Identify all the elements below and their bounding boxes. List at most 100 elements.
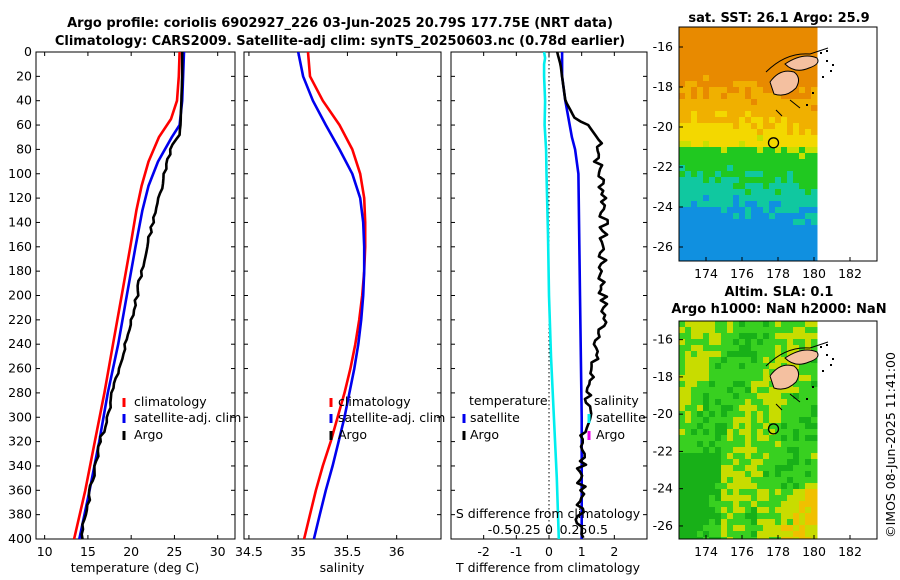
map-cell — [733, 417, 740, 424]
map-cell — [691, 525, 698, 532]
map-cell — [787, 483, 794, 490]
map-cell — [799, 453, 806, 460]
map-cell — [763, 369, 770, 376]
map-cell — [763, 81, 770, 88]
map-cell — [691, 27, 698, 34]
map-cell — [685, 39, 692, 46]
map-cell — [805, 201, 812, 208]
map-cell — [703, 513, 710, 520]
map-cell — [721, 537, 728, 539]
map-cell — [769, 531, 776, 538]
map-cell — [757, 99, 764, 106]
map-cell — [721, 219, 728, 226]
map-cell — [811, 447, 818, 454]
map-cell — [727, 75, 734, 82]
map-cell — [757, 201, 764, 208]
map-cell — [697, 123, 704, 130]
map-cell — [769, 495, 776, 502]
map-cell — [709, 417, 716, 424]
map-cell — [769, 225, 776, 232]
map-cell — [721, 531, 728, 538]
map-cell — [793, 531, 800, 538]
map-cell — [691, 135, 698, 142]
map-cell — [745, 177, 752, 184]
plot-area — [296, 52, 367, 539]
map-cell — [715, 159, 722, 166]
map-cell — [733, 369, 740, 376]
map-cell — [799, 519, 806, 526]
map-cell — [763, 33, 770, 40]
map-cell — [775, 129, 782, 136]
map-cell — [745, 501, 752, 508]
map-cell — [763, 399, 770, 406]
map-cell — [745, 45, 752, 52]
map-cell — [769, 351, 776, 358]
map-cell — [703, 123, 710, 130]
map-cell — [739, 87, 746, 94]
map-cell — [709, 111, 716, 118]
map-cell — [781, 117, 788, 124]
map-cell — [811, 111, 818, 118]
map-cell — [757, 495, 764, 502]
map-cell — [709, 135, 716, 142]
map-cell — [799, 237, 806, 244]
x-tick-label: 10 — [37, 544, 53, 559]
map-cell — [691, 75, 698, 82]
map-cell — [745, 183, 752, 190]
map-cell — [697, 333, 704, 340]
map-cell — [781, 159, 788, 166]
map-cell — [733, 255, 740, 261]
map-cell — [715, 477, 722, 484]
map-cell — [745, 153, 752, 160]
x-tick-label: -2 — [477, 544, 489, 559]
map-cell — [745, 357, 752, 364]
map-cell — [745, 57, 752, 64]
map-cell — [757, 339, 764, 346]
map-cell — [679, 417, 686, 424]
map-cell — [739, 435, 746, 442]
map-cell — [679, 69, 686, 76]
map-cell — [709, 45, 716, 52]
map-cell — [727, 105, 734, 112]
map-cell — [799, 105, 806, 112]
map-cell — [739, 93, 746, 100]
map-cell — [751, 51, 758, 58]
map-cell — [703, 327, 710, 334]
map-cell — [781, 333, 788, 340]
map-cell — [685, 405, 692, 412]
map-cell — [733, 465, 740, 472]
map-cell — [733, 537, 740, 539]
map-cell — [799, 195, 806, 202]
map-cell — [685, 537, 692, 539]
map-cell — [703, 375, 710, 382]
map-cell — [769, 345, 776, 352]
map-cell — [697, 33, 704, 40]
map-cell — [733, 195, 740, 202]
map-cell — [751, 81, 758, 88]
map-cell — [721, 153, 728, 160]
map-cell — [679, 489, 686, 496]
map-cell — [751, 333, 758, 340]
map-cell — [793, 495, 800, 502]
map-cell — [781, 525, 788, 532]
map-cell — [763, 243, 770, 250]
map-cell — [781, 39, 788, 46]
x-tick-label: 174 — [694, 266, 718, 281]
map-cell — [763, 213, 770, 220]
map-cell — [721, 507, 728, 514]
map-cell — [769, 141, 776, 148]
map-cell — [745, 213, 752, 220]
map-cell — [727, 159, 734, 166]
map-cell — [811, 129, 818, 136]
map-cell — [727, 99, 734, 106]
map-cell — [691, 243, 698, 250]
map-cell — [697, 81, 704, 88]
map-cell — [679, 531, 686, 538]
map-cell — [769, 339, 776, 346]
y-tick-label: 300 — [8, 409, 32, 424]
map-cell — [691, 453, 698, 460]
map-cell — [679, 165, 686, 172]
x-tick-label: 20 — [123, 544, 139, 559]
map-cell — [781, 63, 788, 70]
map-cell — [697, 153, 704, 160]
